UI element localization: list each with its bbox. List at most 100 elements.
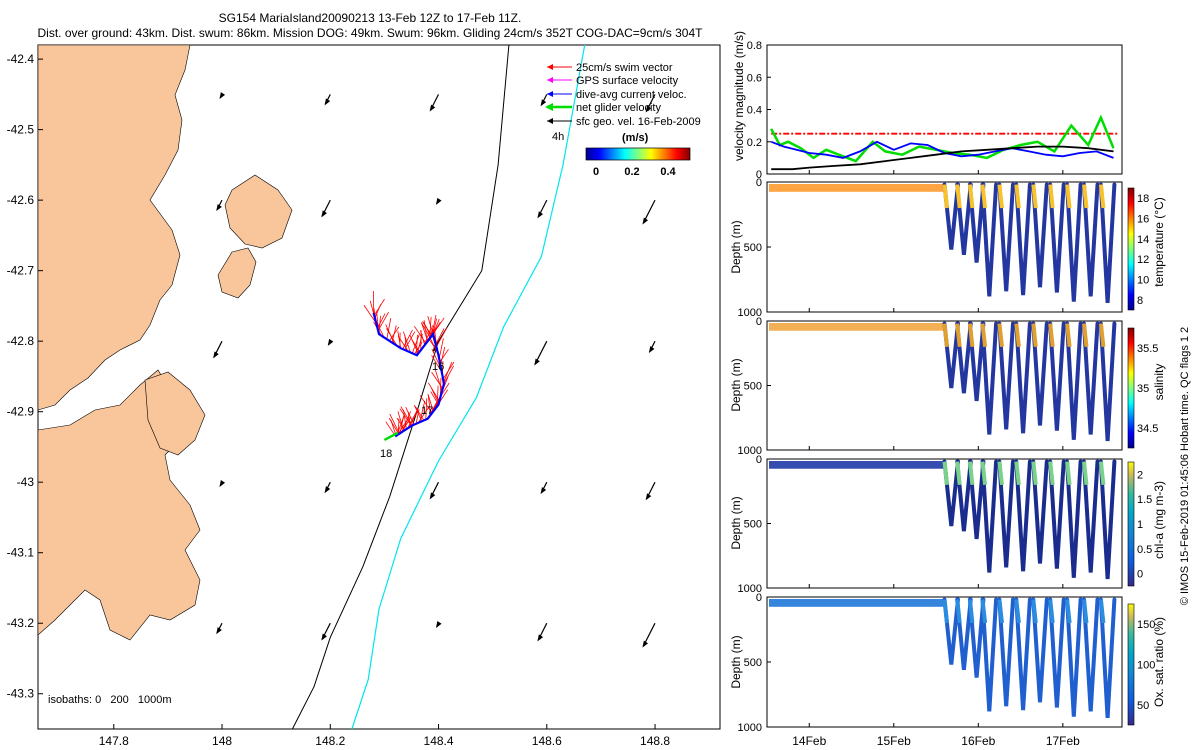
geo-velocity-arrow [435, 620, 442, 628]
profile-colorbar-3 [1127, 603, 1135, 726]
dive-cast-upper [955, 599, 962, 624]
dive-cast [1031, 597, 1049, 703]
swim-vector [421, 322, 429, 342]
swim-vector [397, 411, 405, 432]
legend-gps-velocity: GPS surface velocity [576, 75, 679, 87]
swim-vector [427, 395, 434, 412]
dive-cast-upper [1065, 461, 1072, 486]
map-y-tick-label: -43.2 [7, 616, 35, 630]
velocity-y-tick-label: 0.6 [747, 72, 762, 84]
dive-cast [1098, 459, 1117, 580]
swim-vector [377, 313, 386, 329]
swim-vector [415, 409, 420, 424]
swim-vector [397, 417, 410, 436]
swim-vector [431, 317, 445, 336]
geo-velocity-arrow [540, 94, 548, 107]
isobath-1000m-line [351, 44, 586, 730]
geo-velocity-arrow [327, 338, 334, 346]
swim-vector [415, 334, 418, 356]
dive-cast [967, 321, 986, 402]
swim-vector [386, 318, 392, 340]
dive-cast-upper [980, 599, 988, 624]
swim-vector [363, 304, 377, 324]
dive-cast-upper [980, 184, 988, 209]
chla-colorbar-label: chl-a (mg m-3) [1152, 481, 1166, 560]
swim-vector [397, 331, 402, 349]
isobath-200m-line [291, 44, 510, 730]
depth-y-tick-label: 0 [756, 454, 762, 466]
dive-cast [980, 321, 999, 435]
swim-vector [405, 407, 415, 425]
salinity-colorbar-label: salinity [1152, 363, 1166, 401]
dive-cast-upper [980, 323, 988, 348]
dive-cast [1048, 321, 1066, 431]
dive-cast [997, 182, 1015, 292]
dive-cast [997, 459, 1015, 568]
geo-velocity-arrow [537, 199, 548, 219]
colorbar-tick-label: 50 [1137, 700, 1149, 712]
swim-vector [389, 413, 400, 434]
dive-cast-upper [1031, 599, 1038, 624]
dive-cast [997, 597, 1015, 707]
salinity-depth-ylabel: Depth (m) [729, 358, 743, 412]
dive-cast [1014, 182, 1032, 296]
surface-layer [769, 184, 945, 192]
legend-net-velocity: net glider velocity [576, 102, 661, 114]
dive-cast [1048, 459, 1066, 569]
colorbar-tick-label: 34.5 [1137, 423, 1158, 435]
swim-vector [435, 328, 445, 345]
map-x-tick-label: 148.2 [315, 734, 345, 748]
dive-cast [997, 321, 1015, 430]
dive-cast-upper [942, 599, 949, 624]
map-colorbar-tick-1: 0.2 [624, 166, 639, 178]
oxygen-colorbar-label: Ox. sat. ratio (%) [1152, 616, 1166, 708]
geo-velocity-arrow [324, 481, 331, 494]
dive-cast-upper [1014, 184, 1021, 209]
dive-cast-upper [1098, 599, 1106, 624]
colorbar-tick-label: 2 [1137, 469, 1143, 481]
dive-cast [1098, 321, 1117, 442]
geo-velocity-arrow [216, 199, 223, 212]
swim-vector [432, 318, 440, 335]
swim-vector [417, 405, 430, 424]
dive-cast-upper [997, 599, 1004, 624]
map-x-tick-label: 148.4 [424, 734, 454, 748]
dive-cast-upper [1031, 461, 1038, 486]
legend-current: dive-avg current veloc. [576, 89, 687, 101]
dive-cast [1065, 597, 1083, 717]
colorbar-tick-label: 35 [1137, 383, 1149, 395]
dive-cast [967, 459, 986, 540]
temperature-depth-ylabel: Depth (m) [729, 220, 743, 274]
dive-cast-upper [1082, 323, 1089, 348]
time-x-tick-label: 15Feb [877, 734, 911, 748]
colorbar-tick-label: 1 [1137, 519, 1143, 531]
map-y-tick-label: -42.4 [7, 52, 35, 66]
depth-y-tick-label: 1000 [738, 307, 762, 319]
depth-y-tick-label: 1000 [738, 445, 762, 457]
dive-cast [1014, 597, 1032, 711]
swim-vector [436, 327, 448, 347]
chla-depth-ylabel: Depth (m) [729, 496, 743, 550]
dive-cast [1082, 321, 1100, 435]
colorbar-tick-label: 18 [1137, 193, 1149, 205]
swim-vector [427, 393, 432, 415]
figure-title-line1: SG154 MariaIsland20090213 13-Feb 12Z to … [218, 11, 522, 25]
geo-velocity-arrow [219, 479, 226, 487]
map-colorbar-tick-2: 0.4 [660, 166, 676, 178]
map-y-tick-label: -42.9 [7, 405, 35, 419]
velocity-y-tick-label: 0.2 [747, 137, 762, 149]
dive-cast [967, 597, 986, 678]
dive-cast-upper [955, 323, 962, 348]
colorbar-tick-label: 14 [1137, 234, 1149, 246]
geo-velocity-arrow [321, 199, 331, 218]
dive-cast [1065, 182, 1083, 302]
geo-velocity-arrow [435, 197, 442, 205]
dive-cast-upper [1098, 323, 1106, 348]
velocity-y-tick-label: 0.8 [747, 40, 762, 52]
figure-title-line2: Dist. over ground: 43km. Dist. swum: 86k… [37, 26, 703, 40]
dive-cast [980, 182, 999, 297]
geo-velocity-arrow [321, 622, 331, 641]
geo-velocity-arrow [324, 94, 331, 106]
map-y-tick-label: -43.1 [7, 546, 35, 560]
profile-colorbar-1 [1127, 327, 1135, 449]
